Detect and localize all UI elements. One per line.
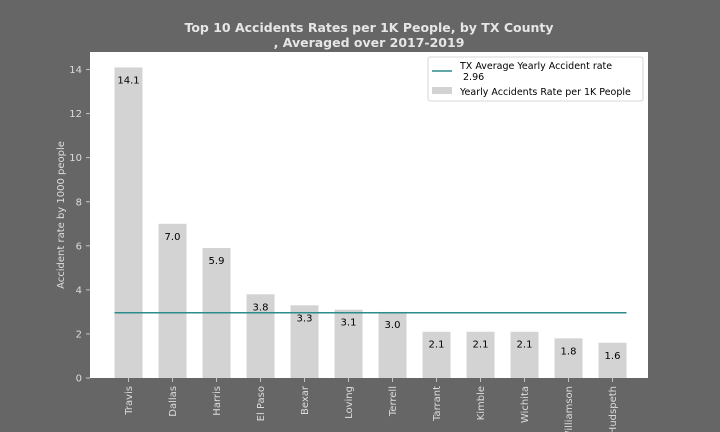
x-tick-label: Tarrant: [432, 386, 443, 422]
y-tick-label: 2: [76, 329, 82, 340]
legend-line-value: 2.96: [463, 72, 484, 83]
bar-bexar: [290, 305, 319, 378]
y-tick-label: 8: [76, 197, 82, 208]
y-tick-label: 6: [76, 241, 82, 252]
x-tick-label: El Paso: [256, 386, 267, 421]
x-tick-label: Terrell: [388, 386, 399, 417]
bar-value-label: 3.8: [253, 302, 269, 313]
x-tick-label: Dallas: [168, 386, 179, 417]
x-tick-label: Travis: [124, 386, 135, 416]
x-tick-label: Loving: [344, 386, 355, 419]
y-tick-label: 14: [69, 65, 82, 76]
y-tick-label: 10: [69, 153, 82, 164]
bar-el-paso: [246, 294, 275, 378]
bar-travis: [114, 67, 143, 379]
bar-value-label: 2.1: [429, 340, 445, 351]
legend-bar-swatch: [432, 87, 452, 94]
bar-value-label: 7.0: [165, 232, 181, 243]
bar-value-label: 14.1: [117, 75, 139, 86]
bar-williamson: [554, 338, 583, 378]
bar-value-label: 2.1: [473, 340, 489, 351]
chart-subtitle: , Averaged over 2017-2019: [274, 35, 465, 50]
bar-value-label: 3.0: [385, 320, 401, 331]
x-tick-label: Kimble: [476, 386, 487, 420]
x-tick-label: Wichita: [520, 386, 531, 423]
bar-value-label: 3.3: [297, 313, 313, 324]
chart-title: Top 10 Accidents Rates per 1K People, by…: [184, 20, 553, 35]
bar-value-label: 1.6: [605, 351, 621, 362]
legend-line-label: TX Average Yearly Accident rate: [459, 61, 612, 72]
bar-kimble: [466, 331, 495, 378]
legend-bar-label: Yearly Accidents Rate per 1K People: [459, 87, 631, 98]
bar-terrell: [378, 311, 407, 378]
y-tick-label: 0: [76, 374, 82, 385]
bar-hudspeth: [598, 342, 627, 378]
bar-value-label: 3.1: [341, 318, 357, 329]
axis-layer: Travis Dallas Harris El Paso Bexar Loving Terr…: [69, 65, 619, 432]
bar-value-label: 1.8: [561, 346, 577, 357]
legend: TX Average Yearly Accident rate 2.96 Yea…: [427, 56, 644, 102]
x-tick-label: Hudspeth: [608, 386, 619, 432]
bar-tarrant: [422, 331, 451, 378]
y-tick-label: 4: [76, 285, 82, 296]
x-tick-label: Williamson: [564, 386, 575, 432]
x-tick-label: Bexar: [300, 385, 311, 415]
y-tick-label: 12: [69, 109, 82, 120]
bar-loving: [334, 309, 363, 378]
bar-value-label: 2.1: [517, 340, 533, 351]
x-tick-label: Harris: [212, 386, 223, 416]
bar-value-label: 5.9: [209, 256, 225, 267]
y-axis-label: Accident rate by 1000 people: [56, 141, 67, 289]
bar-dallas: [158, 223, 187, 378]
bar-wichita: [510, 331, 539, 378]
legend-box: [427, 56, 644, 102]
